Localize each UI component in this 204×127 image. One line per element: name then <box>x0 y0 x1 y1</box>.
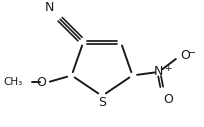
Text: O: O <box>180 49 189 62</box>
Text: N: N <box>153 65 163 78</box>
Text: CH₃: CH₃ <box>3 77 23 87</box>
Text: O: O <box>163 93 173 106</box>
Text: −: − <box>187 48 195 58</box>
Text: S: S <box>98 96 105 109</box>
Text: O: O <box>36 76 46 89</box>
Text: N: N <box>44 1 54 14</box>
Text: +: + <box>164 64 171 73</box>
